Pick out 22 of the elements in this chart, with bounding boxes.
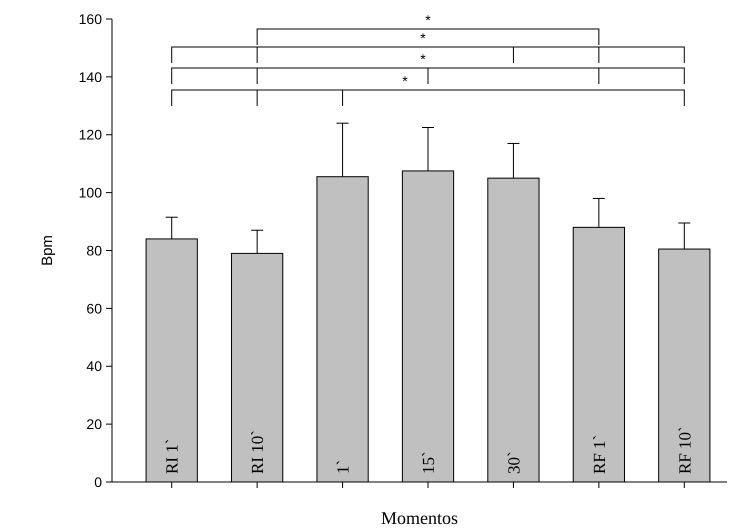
y-tick-label: 140	[78, 68, 102, 85]
x-tick-label: RF 10`	[675, 426, 694, 474]
y-tick-label: 20	[86, 416, 102, 432]
x-tick-label: RF 1`	[590, 434, 609, 474]
y-axis-title: Bpm	[39, 235, 56, 266]
annotation: *	[425, 12, 432, 28]
y-tick-label: 80	[86, 242, 102, 258]
y-tick-label: 160	[78, 10, 102, 27]
y-tick-label: 40	[86, 358, 102, 374]
x-tick-label: 1`	[334, 460, 353, 474]
y-tick-label: 0	[94, 474, 102, 490]
y-tick-label: 60	[86, 300, 102, 316]
annotation: *	[420, 30, 426, 46]
x-axis-title: Momentos	[380, 508, 458, 528]
annotation: *	[420, 51, 426, 67]
x-tick-label: RI 1`	[162, 438, 182, 474]
x-tick-label: 30`	[504, 451, 524, 474]
annotation: *	[402, 73, 408, 89]
y-tick-label: 120	[78, 126, 102, 143]
x-tick-label: 15`	[419, 451, 438, 474]
x-tick-label: RI 10`	[248, 430, 268, 474]
y-tick-label: 100	[78, 184, 102, 201]
